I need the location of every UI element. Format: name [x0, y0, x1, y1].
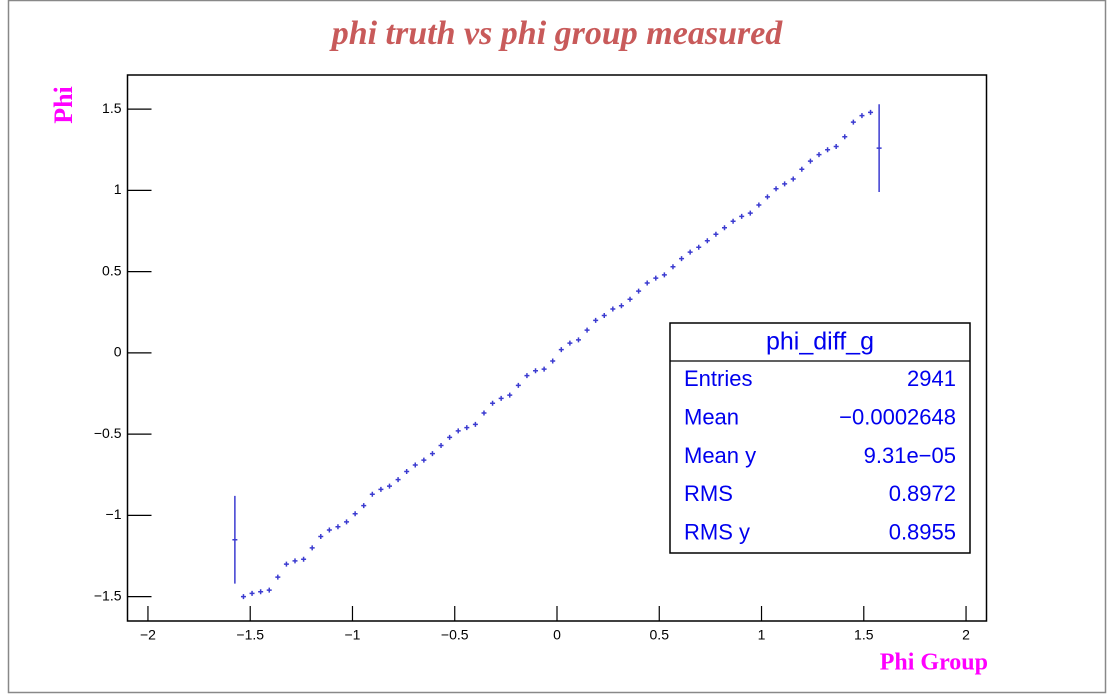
x-tick-label: −1.5: [236, 627, 264, 643]
x-axis-title: Phi Group: [880, 650, 988, 676]
stats-label: RMS y: [684, 520, 750, 545]
x-tick-label: −0.5: [441, 627, 469, 643]
stats-value: 9.31e−05: [864, 443, 956, 468]
x-tick-label: 0: [553, 627, 561, 643]
y-tick-label: 0.5: [102, 262, 122, 278]
y-axis-title: Phi: [49, 86, 78, 124]
y-tick-label: 1: [114, 181, 122, 197]
stats-value: 0.8955: [889, 520, 956, 545]
x-tick-label: 1: [758, 627, 766, 643]
y-tick-label: −0.5: [94, 425, 122, 441]
x-tick-label: −2: [140, 627, 156, 643]
stats-value: −0.0002648: [839, 404, 956, 429]
stats-value: 0.8972: [889, 481, 956, 506]
chart-title: phi truth vs phi group measured: [329, 15, 784, 52]
stats-box: [669, 322, 971, 554]
y-tick-label: −1: [106, 506, 122, 522]
stats-title: phi_diff_g: [766, 328, 874, 356]
stats-value: 2941: [907, 366, 956, 391]
stats-label: RMS: [684, 481, 733, 506]
x-tick-label: 0.5: [650, 627, 670, 643]
y-tick-label: −1.5: [94, 587, 122, 603]
x-tick-label: −1: [344, 627, 360, 643]
stats-label: Mean: [684, 404, 739, 429]
stats-label: Mean y: [684, 443, 756, 468]
stats-label: Entries: [684, 366, 752, 391]
y-tick-label: 1.5: [102, 100, 122, 116]
x-tick-label: 1.5: [854, 627, 874, 643]
y-tick-label: 0: [114, 344, 122, 360]
x-tick-label: 2: [962, 627, 970, 643]
